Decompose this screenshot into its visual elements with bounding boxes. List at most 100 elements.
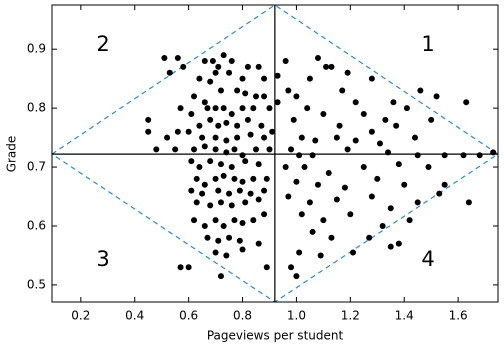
point: [220, 105, 227, 112]
point: [253, 146, 260, 153]
point: [293, 93, 300, 100]
x-tick-label: 0.2: [71, 309, 90, 323]
quadrant-label: 1: [421, 32, 434, 56]
point: [196, 164, 203, 171]
point: [285, 193, 292, 200]
point: [428, 116, 435, 123]
point: [172, 146, 179, 153]
point: [288, 146, 295, 153]
point: [212, 175, 219, 182]
point: [196, 75, 203, 82]
point: [239, 152, 246, 159]
point: [282, 57, 289, 64]
point: [382, 116, 389, 123]
point: [188, 187, 195, 194]
point: [465, 199, 472, 206]
point: [309, 228, 316, 235]
point: [336, 122, 343, 129]
x-tick-label: 1.0: [287, 309, 306, 323]
point: [201, 57, 208, 64]
point: [366, 234, 373, 241]
point: [441, 152, 448, 159]
point: [177, 264, 184, 271]
point: [309, 152, 316, 159]
point: [293, 273, 300, 280]
point: [403, 105, 410, 112]
point: [207, 158, 214, 165]
x-tick-label: 1.6: [449, 309, 468, 323]
point: [476, 152, 483, 159]
point: [239, 75, 246, 82]
point: [201, 181, 208, 188]
point: [269, 128, 276, 135]
point: [185, 128, 192, 135]
quadrant-label: 2: [96, 32, 109, 56]
point: [387, 205, 394, 212]
point: [290, 116, 297, 123]
point: [320, 111, 327, 118]
point: [239, 246, 246, 253]
point: [317, 252, 324, 259]
point: [425, 164, 432, 171]
point: [188, 111, 195, 118]
point: [185, 264, 192, 271]
point: [255, 161, 262, 168]
point: [360, 164, 367, 171]
point: [347, 211, 354, 218]
point: [344, 69, 351, 76]
point: [223, 119, 230, 126]
point: [212, 146, 219, 153]
point: [215, 187, 222, 194]
point: [220, 52, 227, 59]
point: [153, 146, 160, 153]
point: [325, 169, 332, 176]
point: [266, 146, 273, 153]
point: [196, 122, 203, 129]
point: [242, 90, 249, 97]
point: [250, 105, 257, 112]
point: [145, 116, 152, 123]
point: [344, 146, 351, 153]
point: [414, 152, 421, 159]
point: [180, 63, 187, 70]
point: [460, 152, 467, 159]
point: [217, 87, 224, 94]
quadrant-label: 3: [96, 247, 109, 271]
x-tick-label: 0.8: [233, 309, 252, 323]
point: [282, 164, 289, 171]
point: [401, 181, 408, 188]
point: [266, 105, 273, 112]
point: [417, 87, 424, 94]
point: [217, 199, 224, 206]
y-axis-label: Grade: [5, 136, 19, 173]
point: [395, 161, 402, 168]
point: [244, 116, 251, 123]
point: [296, 152, 303, 159]
point: [328, 63, 335, 70]
point: [376, 140, 383, 147]
point: [226, 234, 233, 241]
point: [226, 69, 233, 76]
x-tick-label: 0.4: [125, 309, 144, 323]
point: [188, 158, 195, 165]
point: [234, 122, 241, 129]
point: [201, 222, 208, 229]
point: [228, 111, 235, 118]
point: [352, 137, 359, 144]
point: [239, 178, 246, 185]
point: [217, 161, 224, 168]
point: [228, 164, 235, 171]
point: [242, 158, 249, 165]
point: [234, 87, 241, 94]
point: [244, 63, 251, 70]
point: [368, 193, 375, 200]
point: [255, 196, 262, 203]
y-tick-label: 0.8: [27, 101, 46, 115]
point: [199, 190, 206, 197]
point: [301, 164, 308, 171]
point: [411, 134, 418, 141]
point: [247, 131, 254, 138]
point: [217, 273, 224, 280]
point: [339, 87, 346, 94]
